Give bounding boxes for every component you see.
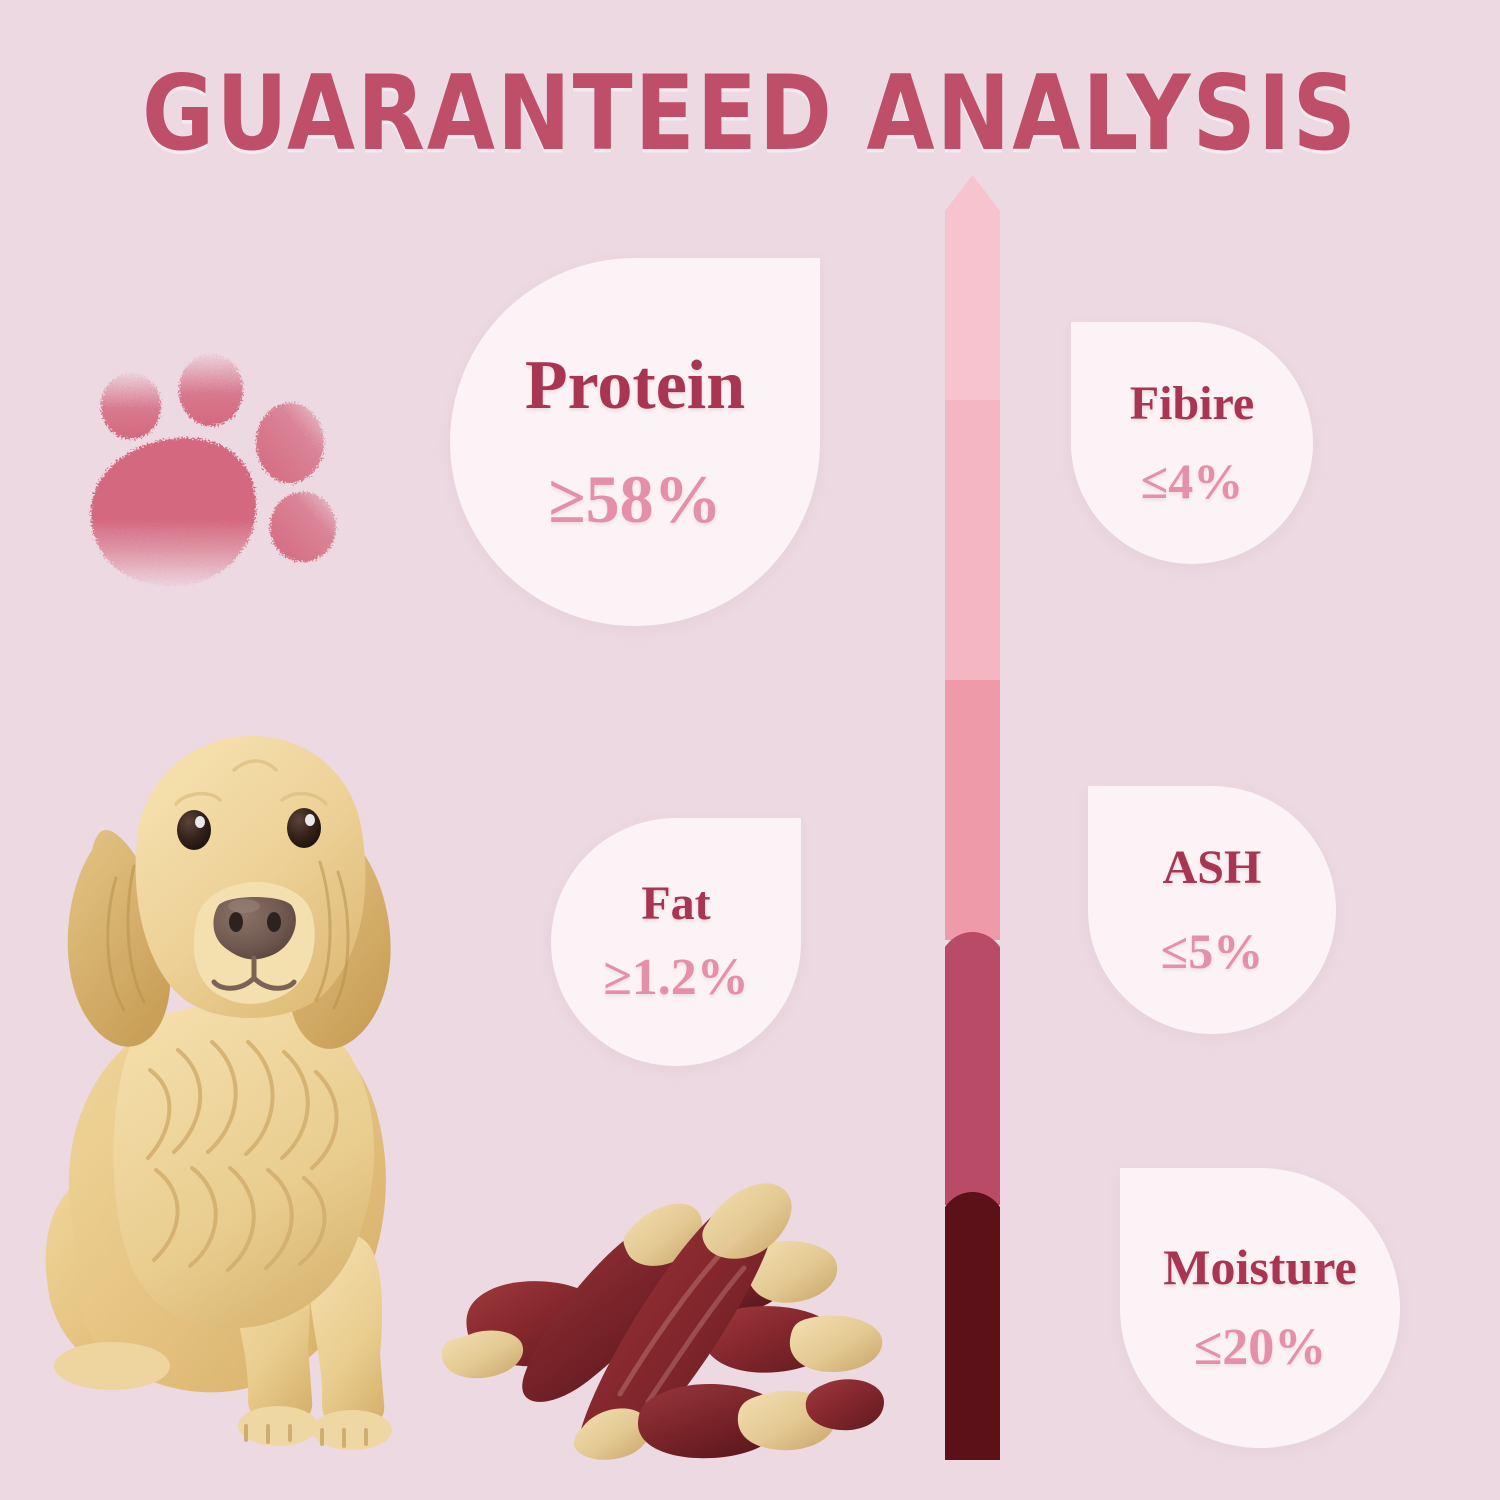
nutrient-name-moisture: Moisture bbox=[1163, 1239, 1357, 1295]
dog-treat-sticks-pile bbox=[432, 1140, 892, 1460]
page-title: GUARANTEED ANALYSIS bbox=[142, 52, 1358, 174]
golden-retriever-figurine bbox=[20, 700, 520, 1460]
nutrient-value-fibire: ≤4% bbox=[1140, 453, 1244, 509]
nutrient-value-moisture: ≤20% bbox=[1193, 1319, 1327, 1376]
meter-segment-medium bbox=[945, 680, 1000, 940]
nutrient-name-fat: Fat bbox=[641, 877, 711, 930]
paw-print-icon bbox=[78, 338, 358, 608]
nutrient-name-protein: Protein bbox=[524, 347, 746, 424]
nutrient-name-ash: ASH bbox=[1162, 841, 1262, 894]
nutrient-bubble-fibire: Fibire ≤4% bbox=[1071, 322, 1313, 564]
meter-segment-lightest bbox=[945, 175, 1000, 405]
nutrient-bubble-fat: Fat ≥1.2% bbox=[551, 818, 801, 1066]
meter-segment-darkest bbox=[945, 1192, 1000, 1460]
nutrient-bubble-ash: ASH ≤5% bbox=[1088, 786, 1336, 1034]
nutrient-value-fat: ≥1.2% bbox=[603, 949, 749, 1006]
meter-segment-dark bbox=[945, 932, 1000, 1205]
nutrient-name-fibire: Fibire bbox=[1129, 377, 1255, 430]
gradient-arrow-meter bbox=[945, 175, 1000, 1460]
nutrient-bubble-protein: Protein ≥58% bbox=[450, 258, 820, 626]
nutrient-value-ash: ≤5% bbox=[1160, 923, 1264, 979]
meter-segment-light bbox=[945, 400, 1000, 685]
nutrient-value-protein: ≥58% bbox=[548, 461, 722, 537]
nutrient-bubble-moisture: Moisture ≤20% bbox=[1120, 1168, 1400, 1448]
